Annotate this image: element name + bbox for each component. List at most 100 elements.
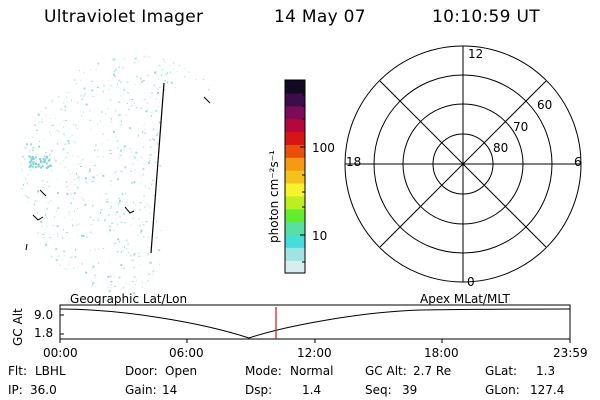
uv-speckle [85,181,88,184]
uv-speckle [32,136,34,138]
uv-speckle [92,265,95,268]
uv-speckle [39,158,42,160]
uv-speckle [159,102,160,104]
uv-speckle [67,169,69,172]
uv-speckle [71,256,73,258]
uv-speckle [63,102,65,104]
uv-speckle [123,145,126,148]
uv-speckle [184,75,186,78]
mlt-label-12: 12 [468,47,484,61]
uv-speckle [131,259,134,262]
uv-speckle [97,123,99,125]
uv-speckle [71,99,72,102]
uv-speckle [40,221,43,223]
uv-speckle [157,91,160,94]
uv-speckle [54,159,57,162]
uv-speckle [159,165,162,167]
uv-speckle [43,160,46,163]
timeline-left-caption: Geographic Lat/Lon [70,292,188,306]
uv-speckle [66,96,67,99]
uv-speckle [108,289,111,292]
uv-speckle [158,249,161,252]
uv-speckle [118,241,120,244]
uv-speckle [156,142,159,144]
uv-speckle [34,124,36,126]
uv-speckle [49,236,52,238]
uv-speckle [29,169,32,171]
image-tick-mark [39,189,47,197]
image-tick-mark [32,214,44,221]
polar-diagonal [379,80,547,248]
uv-speckle [130,254,132,257]
uv-speckle [166,71,168,74]
uv-speckle [98,248,100,250]
uv-speckle [67,101,69,103]
uv-speckle [33,121,35,123]
colorbar-segment [285,195,305,210]
uv-speckle [149,261,152,264]
uv-speckle [136,75,138,77]
uv-speckle [68,189,69,191]
uv-speckle [26,195,28,197]
status-door-value: Open [165,364,198,378]
uv-speckle [147,271,149,274]
uv-speckle [96,174,98,176]
uv-speckle [31,162,34,164]
uv-speckle [23,183,24,186]
colorbar-segment [285,208,305,223]
uv-speckle [92,176,95,179]
status-seq-value: 39 [402,383,418,397]
uv-speckle [164,60,166,63]
uv-speckle [123,88,126,91]
uv-speckle [85,271,88,274]
uv-speckle [30,159,33,162]
colorbar-segment [285,170,305,184]
uv-speckle [50,200,52,202]
uv-speckle [88,170,91,173]
uv-speckle [132,215,135,217]
uv-speckle [59,162,62,164]
colorbar-segment [285,105,305,120]
uv-speckle [147,56,150,58]
uv-speckle [57,235,59,237]
uv-speckle [153,138,156,141]
uv-speckle [108,76,110,78]
uv-speckle [140,231,142,234]
uv-speckle [142,280,144,283]
colorbar-segment [285,182,305,197]
uv-speckle [105,199,107,201]
uv-speckle [84,203,87,206]
uv-speckle [21,168,22,170]
uv-speckle [66,268,68,270]
uv-speckle [155,110,157,112]
uv-speckle [76,127,78,129]
uv-speckle [38,198,40,200]
colorbar-segment [285,247,305,261]
uv-speckle [126,81,129,83]
uv-speckle [32,147,35,149]
uv-speckle [188,71,190,73]
time-tick-0000: 00:00 [43,346,78,360]
uv-speckle [142,131,144,134]
uv-speckle [29,161,32,164]
uv-speckle [80,79,82,81]
uv-speckle [139,182,141,184]
uv-speckle [41,121,44,123]
uv-speckle [141,286,143,289]
uv-speckle [41,118,43,121]
uv-speckle [158,189,160,191]
uv-speckle [92,96,94,97]
uv-speckle [89,128,92,130]
uv-speckle [34,156,37,159]
uv-speckle [119,288,121,290]
status-flt-value: LBHL [35,364,66,378]
uv-speckle [84,93,86,96]
uv-speckle [149,212,151,215]
uv-speckle [127,141,129,143]
uv-speckle [56,178,58,181]
uv-speckle [31,156,34,159]
uv-speckle [91,283,93,286]
uv-speckle [37,232,39,234]
image-edge-line [150,82,165,254]
uv-speckle [131,99,134,100]
